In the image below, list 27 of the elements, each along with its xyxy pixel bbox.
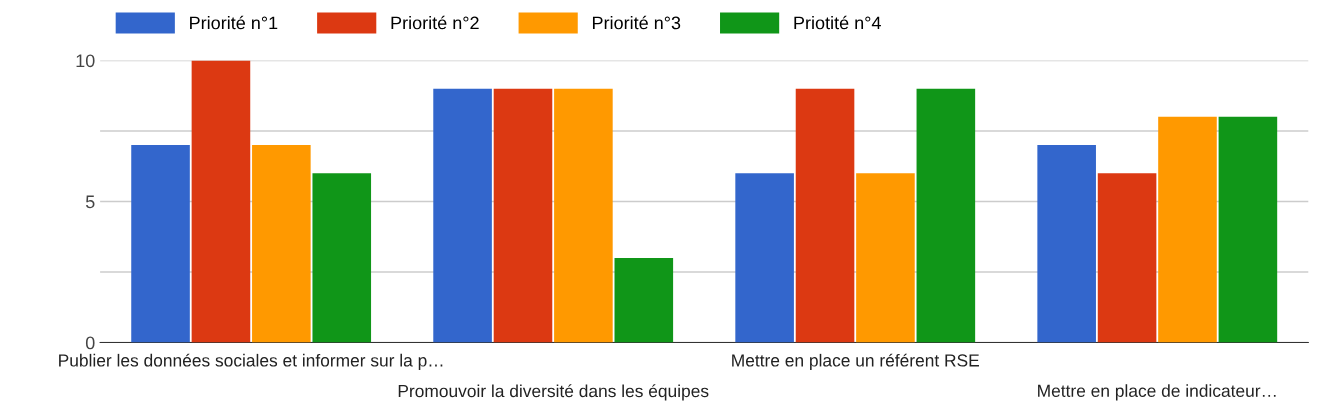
bar bbox=[614, 257, 674, 343]
bar bbox=[1158, 116, 1217, 343]
legend-label: Priorité n°2 bbox=[391, 15, 479, 30]
bar bbox=[131, 145, 190, 343]
x-tick-label: Promouvoir la diversité dans les équipes bbox=[398, 384, 709, 401]
legend-label: Priotité n°4 bbox=[794, 15, 881, 30]
bar bbox=[493, 88, 553, 343]
bar bbox=[1037, 145, 1096, 343]
bar bbox=[916, 88, 976, 343]
bar bbox=[252, 145, 311, 343]
bar bbox=[1097, 173, 1157, 343]
x-tick-label: Mettre en place de indicateur… bbox=[1038, 384, 1276, 401]
y-tick-label: 0 bbox=[85, 336, 95, 350]
bar bbox=[735, 173, 794, 343]
bar bbox=[554, 88, 613, 343]
y-tick-label: 5 bbox=[85, 195, 95, 209]
bar bbox=[795, 88, 855, 343]
x-tick-label: Mettre en place un référent RSE bbox=[732, 353, 979, 371]
legend-label: Priorité n°1 bbox=[190, 15, 278, 30]
y-tick-label: 10 bbox=[76, 54, 95, 68]
legend-label: Priorité n°3 bbox=[592, 15, 681, 30]
x-tick-label: Publier les données sociales et informer sur la p… bbox=[59, 353, 443, 371]
bar bbox=[1218, 116, 1278, 343]
bar bbox=[433, 88, 492, 343]
bar bbox=[191, 60, 251, 343]
bar bbox=[856, 173, 915, 343]
bar bbox=[312, 173, 372, 343]
